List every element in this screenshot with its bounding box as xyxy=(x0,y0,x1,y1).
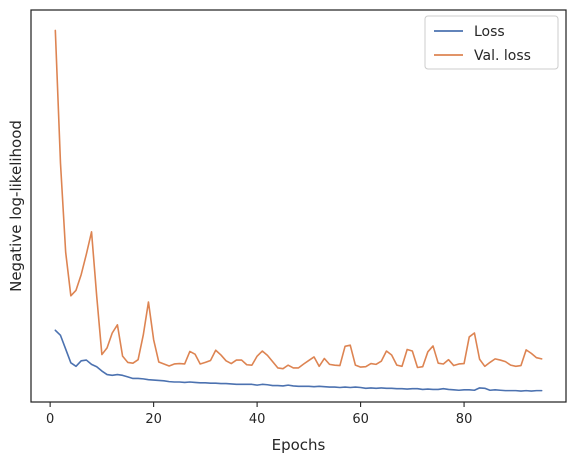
series-layer xyxy=(54,29,543,392)
legend-label-loss: Loss xyxy=(474,24,505,40)
legend-label-val-loss: Val. loss xyxy=(474,48,531,64)
legend: Loss Val. loss xyxy=(424,15,559,70)
x-tick-label: 40 xyxy=(249,412,266,427)
series-line-val-loss xyxy=(54,29,543,370)
plot-frame xyxy=(30,9,567,403)
x-tick-label: 0 xyxy=(46,412,54,427)
x-axis-label: Epochs xyxy=(272,436,326,454)
x-tick-label: 20 xyxy=(145,412,162,427)
series-line-loss xyxy=(54,329,543,392)
x-tick-label: 60 xyxy=(352,412,369,427)
x-axis: 0 20 40 60 80 xyxy=(46,402,472,427)
plot-area xyxy=(30,9,567,403)
legend-items: Loss Val. loss xyxy=(434,24,531,64)
y-axis-label: Negative log-likelihood xyxy=(7,120,25,292)
x-tick-label: 80 xyxy=(456,412,473,427)
